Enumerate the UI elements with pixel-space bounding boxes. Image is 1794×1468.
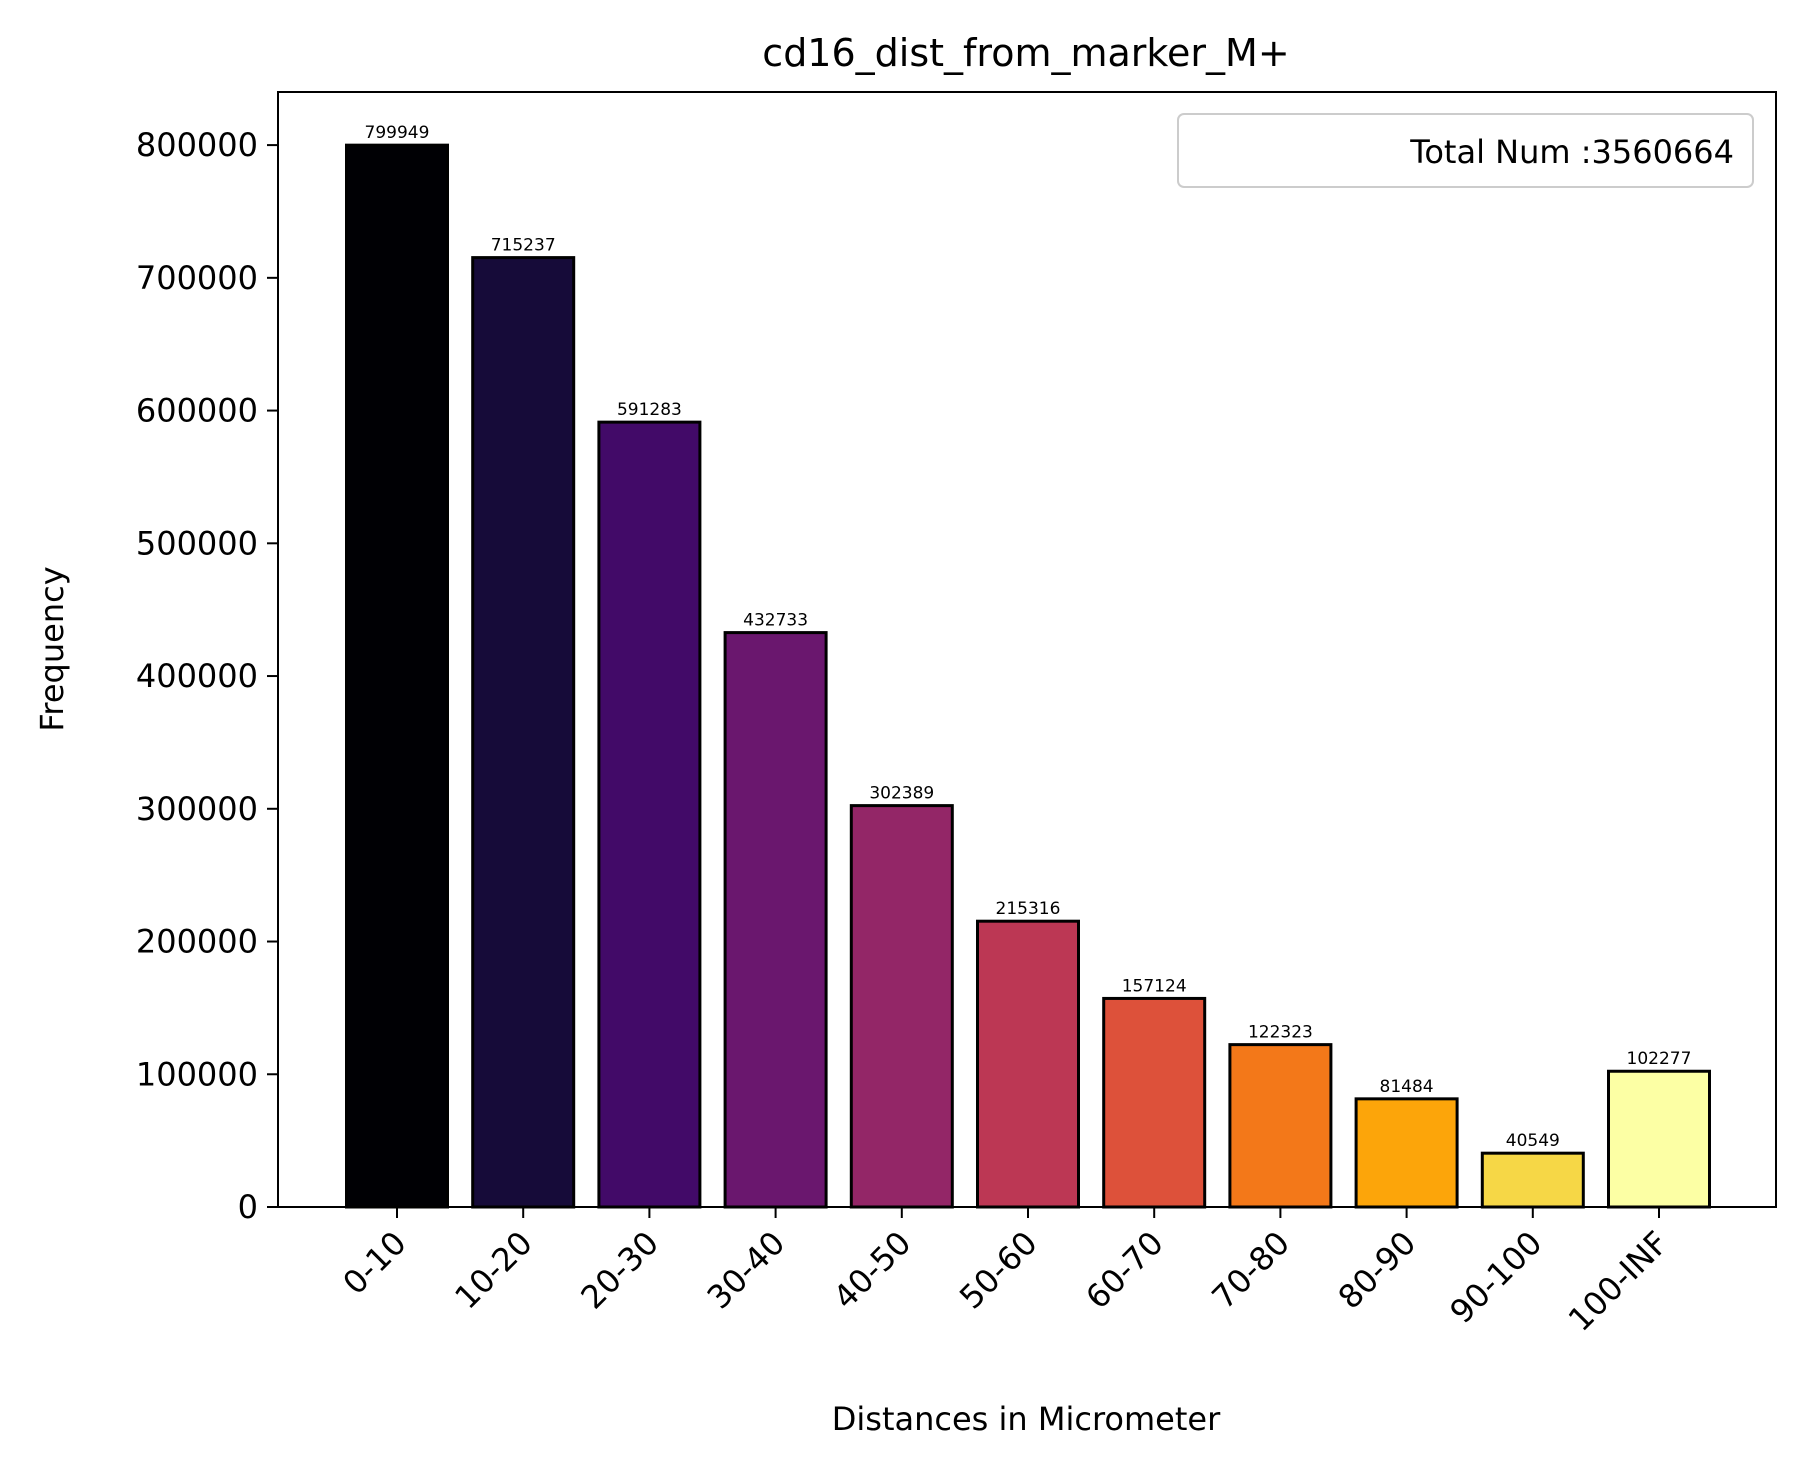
y-tick-label: 0	[238, 1188, 258, 1226]
bar-30-40	[723, 631, 828, 1209]
y-tick-label: 200000	[136, 923, 258, 961]
bar-0-10	[345, 143, 449, 1209]
bar-value-label: 799949	[365, 123, 430, 143]
y-axis: 0 100000 200000 300000 400000 500000 600000 700…	[136, 126, 278, 1226]
x-axis-label: Distances in Micrometer	[832, 1400, 1221, 1438]
bar-value-label: 81484	[1380, 1077, 1434, 1097]
bar-value-label: 102277	[1627, 1049, 1692, 1069]
chart-title: cd16_dist_from_marker_M+	[762, 31, 1289, 75]
bar-60-70	[1102, 996, 1207, 1209]
y-tick-label: 500000	[136, 524, 258, 562]
y-tick-label: 400000	[136, 657, 258, 695]
bar-value-label: 591283	[617, 400, 682, 420]
bar-40-50	[849, 804, 954, 1209]
bar-20-30	[597, 420, 702, 1209]
y-tick-label: 300000	[136, 790, 258, 828]
bar-100-INF	[1607, 1069, 1711, 1209]
bar-50-60	[976, 919, 1080, 1209]
legend-entry: Total Num :3560664	[1409, 133, 1734, 171]
y-tick-label: 600000	[136, 392, 258, 430]
bar-90-100	[1480, 1151, 1585, 1209]
bar-80-90	[1354, 1097, 1459, 1209]
y-tick-label: 700000	[136, 259, 258, 297]
legend-box	[1177, 113, 1754, 188]
bar-value-label: 157124	[1122, 976, 1187, 996]
bar-value-label: 122323	[1248, 1023, 1313, 1043]
bar-10-20	[471, 256, 576, 1209]
bar-value-label: 302389	[869, 784, 934, 804]
plot-area: 799949 715237 591283 432733 302389 215316 1571…	[345, 123, 1711, 1209]
legend: Total Num :3560664	[1177, 113, 1754, 188]
bar-value-label: 715237	[491, 236, 556, 256]
y-tick-label: 100000	[136, 1055, 258, 1093]
y-axis-label: Frequency	[33, 566, 71, 731]
bar-value-label: 432733	[743, 611, 808, 631]
y-tick-label: 800000	[136, 126, 258, 164]
bar-70-80	[1228, 1043, 1333, 1209]
bar-value-label: 40549	[1506, 1131, 1560, 1151]
bar-value-label: 215316	[996, 899, 1061, 919]
